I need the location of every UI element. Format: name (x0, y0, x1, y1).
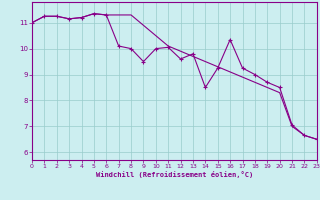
X-axis label: Windchill (Refroidissement éolien,°C): Windchill (Refroidissement éolien,°C) (96, 171, 253, 178)
